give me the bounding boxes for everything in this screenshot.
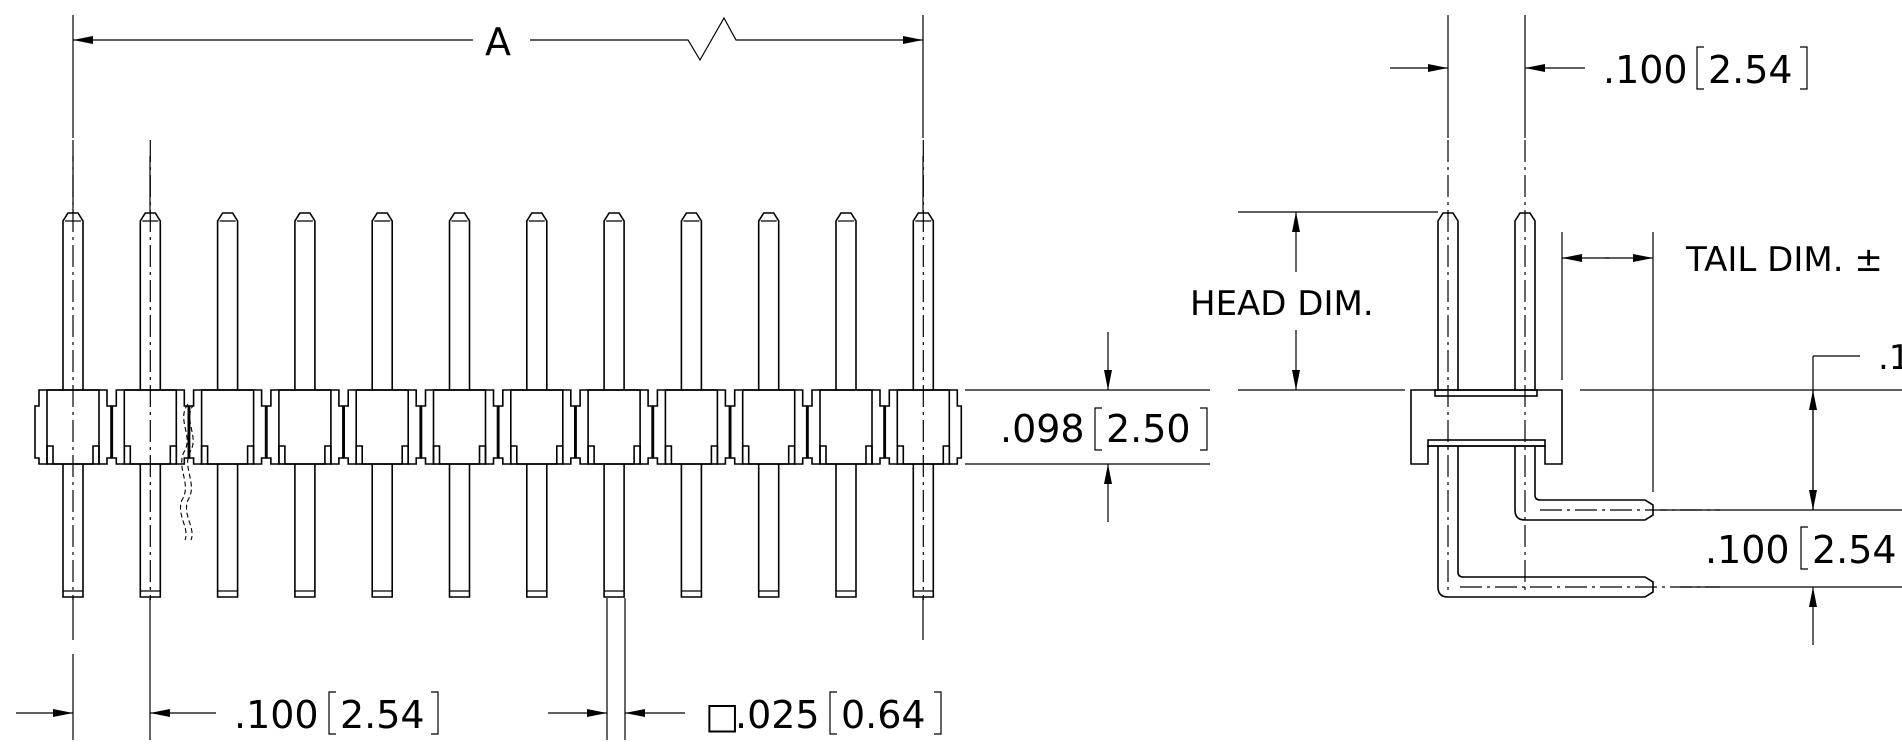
post-size-value: .025: [735, 693, 820, 737]
housing-top-strip: [1434, 389, 1538, 397]
housing-cavity: [432, 389, 487, 465]
bracket-open: [328, 691, 336, 735]
pin-lower: [603, 464, 625, 598]
bracket-open: [1800, 526, 1808, 570]
pitch-top-value: .100: [1603, 48, 1688, 92]
row-pitch-value: .100: [1705, 528, 1790, 572]
bracket-open: [1094, 407, 1102, 451]
pin-upper: [448, 212, 471, 390]
housing-outline: [1410, 389, 1563, 465]
front-view: A .100 2.54 □ .025 0.64 .098 2.50: [16, 15, 1210, 740]
pin-outer-tail: [1437, 446, 1654, 598]
pin-array: [34, 140, 963, 600]
row-label-partial: .1: [1878, 338, 1902, 378]
pin-lower: [448, 464, 471, 598]
housing-cavity: [355, 389, 410, 465]
break-line: [186, 403, 195, 541]
bracket-close: [1800, 46, 1808, 90]
pitch-bottom-mm: 2.54: [340, 693, 425, 737]
pin-lower: [526, 464, 548, 598]
bracket-close: [934, 691, 942, 735]
body-height-value: .098: [1000, 407, 1085, 451]
pin-upper: [603, 212, 625, 390]
pin-upper: [757, 212, 780, 390]
pin-upper: [680, 212, 703, 390]
housing-bottom-strip: [1427, 439, 1546, 447]
head-dim-label: HEAD DIM.: [1190, 284, 1374, 324]
pin-inner-tail: [1514, 446, 1654, 521]
dim-line-a-break: [530, 16, 923, 62]
pin-lower: [294, 464, 316, 598]
row-pitch-mm: 2.54: [1812, 528, 1897, 572]
pin-upper: [371, 212, 393, 390]
pin-lower: [835, 464, 857, 598]
side-view: .100 2.54 HEAD DIM. TAIL DIM. ± .1 .100 …: [1190, 15, 1902, 645]
housing-cavity: [664, 389, 719, 465]
housing-cavity: [741, 389, 796, 465]
housing-cavity: [587, 389, 641, 465]
bracket-open: [1696, 46, 1704, 90]
pin-lower: [216, 464, 239, 598]
pin-upper: [526, 212, 548, 390]
pin-upper: [835, 212, 857, 390]
pin-upper: [216, 212, 239, 390]
pitch-bottom-value: .100: [234, 693, 319, 737]
break-line: [180, 403, 189, 541]
post-size-prefix: □: [705, 696, 739, 737]
post-size-mm: 0.64: [841, 693, 926, 737]
dim-a-label: A: [485, 20, 511, 64]
pin-upper: [294, 212, 316, 390]
bracket-close: [1200, 407, 1208, 451]
pin-lower: [371, 464, 393, 598]
pitch-top-mm: 2.54: [1708, 48, 1793, 92]
tail-dim-label: TAIL DIM. ±: [1685, 240, 1883, 280]
housing-cavity: [278, 389, 332, 465]
bracket-close: [431, 691, 439, 735]
bracket-open: [829, 691, 837, 735]
pin-lower: [757, 464, 780, 598]
pin-lower: [680, 464, 703, 598]
housing-cavity: [200, 389, 255, 465]
body-height-mm: 2.50: [1106, 407, 1191, 451]
housing-cavity: [509, 389, 564, 465]
housing-cavity: [819, 389, 873, 465]
